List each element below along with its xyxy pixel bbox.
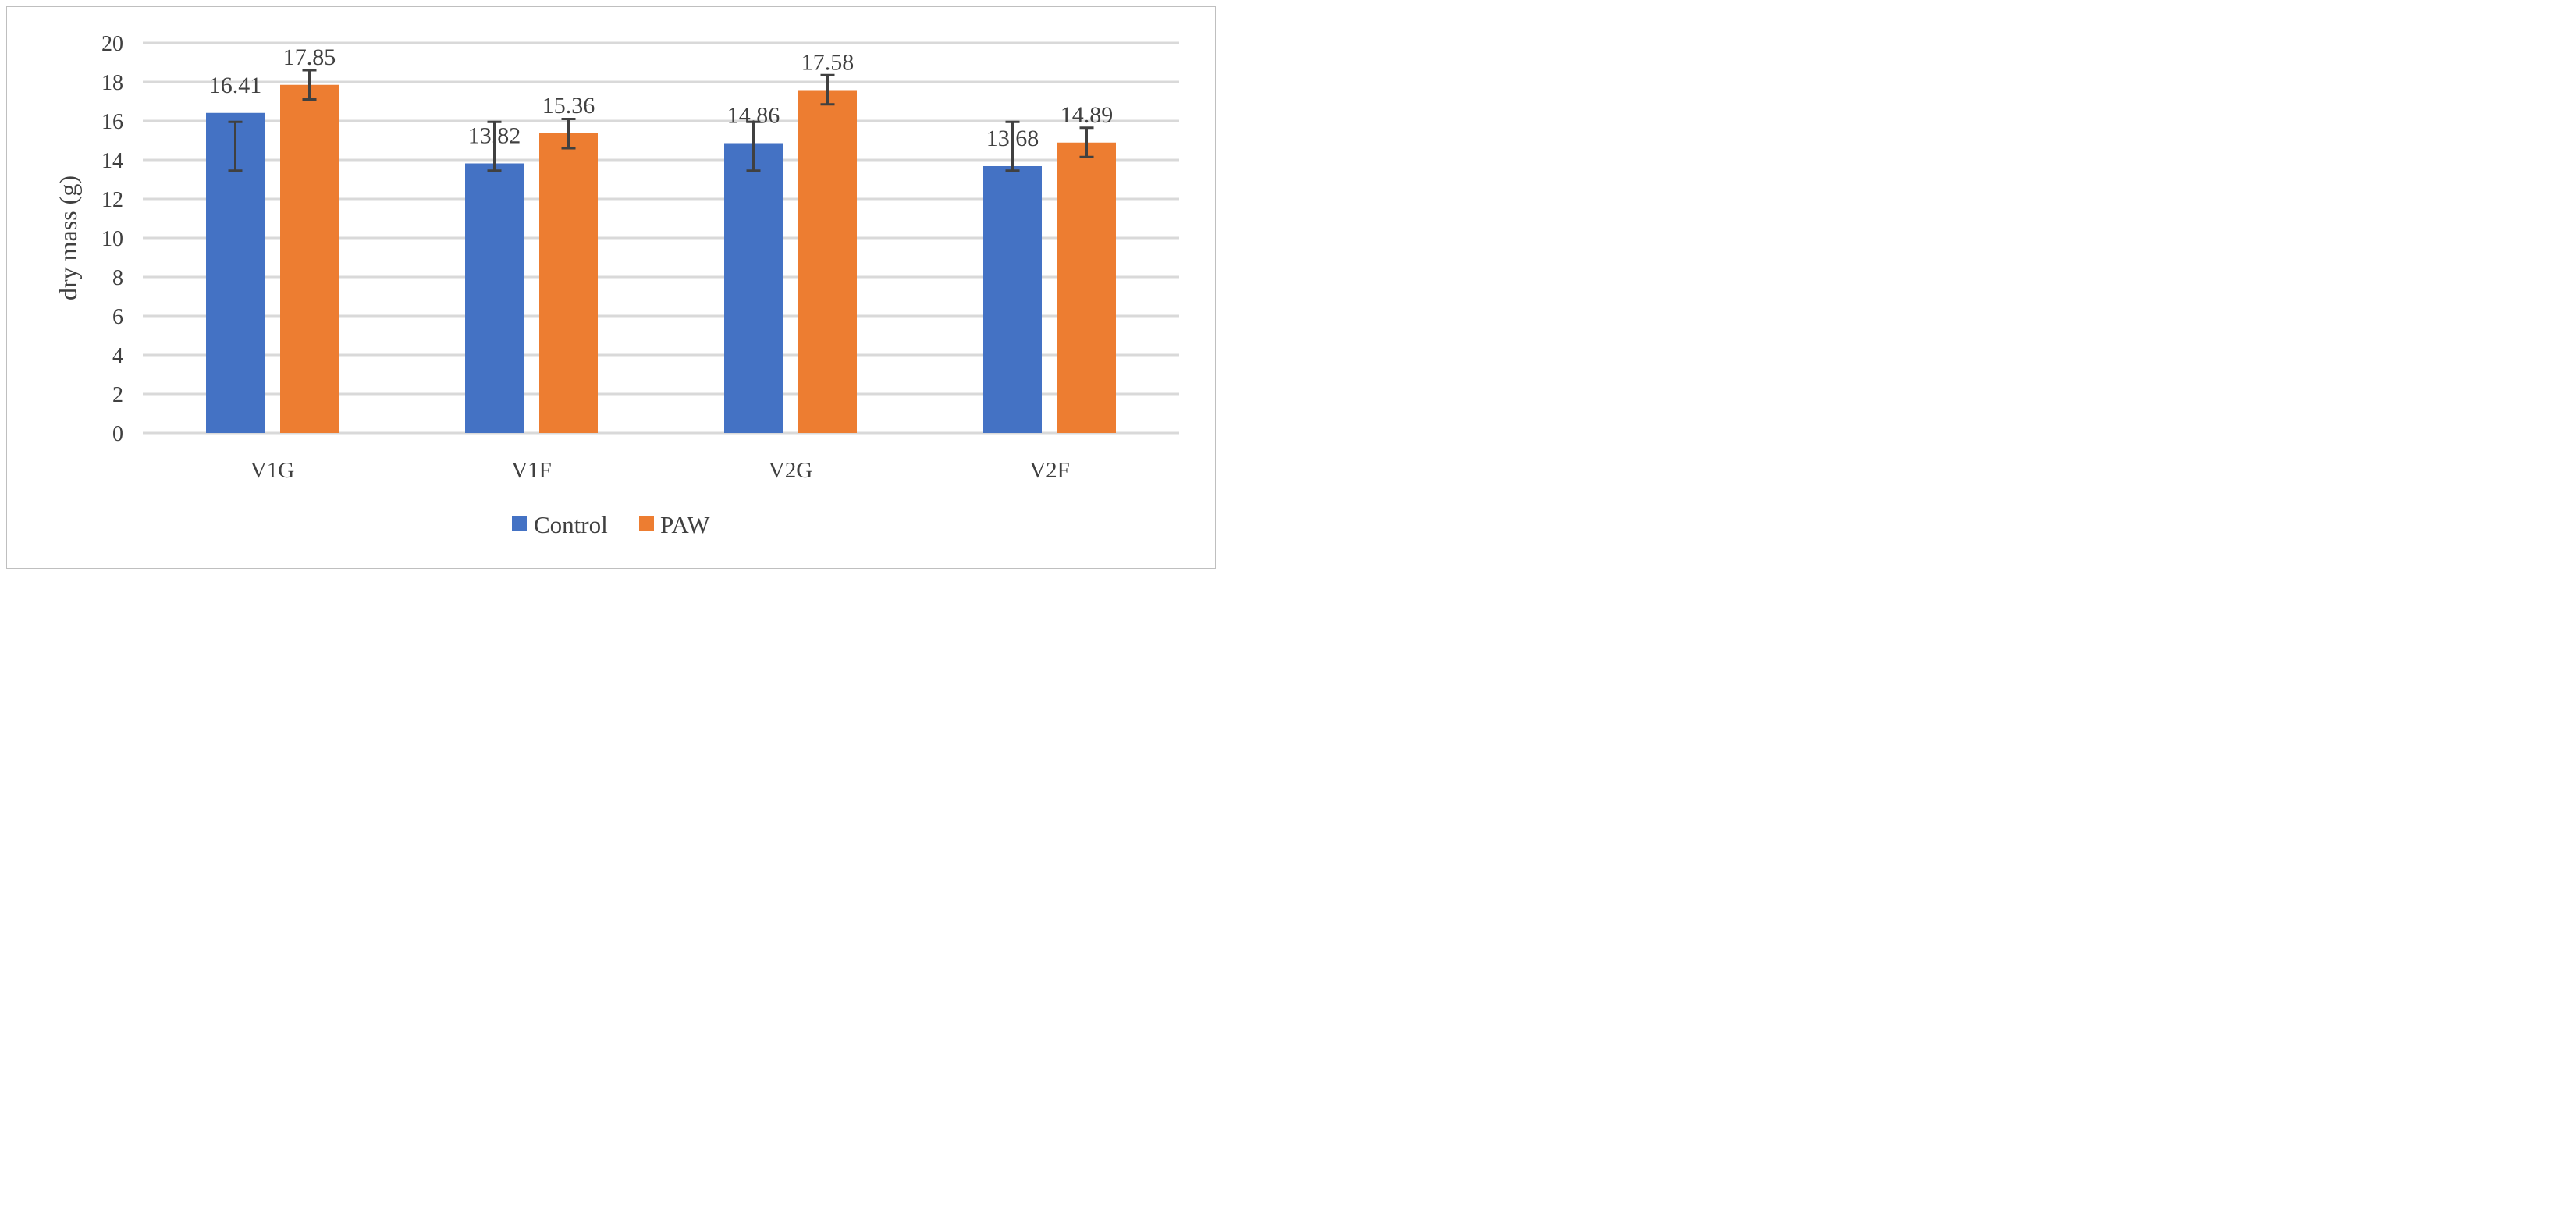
x-tick-label: V1G [250, 458, 294, 483]
x-tick-label: V2F [1029, 458, 1070, 483]
y-tick-label: 20 [101, 32, 123, 56]
legend-item-paw: PAW [639, 511, 710, 538]
error-bar [302, 69, 317, 101]
legend-item-control: Control [512, 511, 608, 538]
legend-label: Control [534, 511, 608, 538]
bar-control-v2g [724, 143, 783, 433]
y-tick-label: 16 [101, 110, 123, 134]
x-axis-categories: V1G V1F V2G V2F [250, 458, 1070, 483]
legend-swatch [639, 516, 654, 531]
error-bar [1079, 126, 1094, 158]
legend: Control PAW [512, 511, 710, 538]
legend-swatch [512, 516, 527, 531]
bar-control-v2f [983, 166, 1042, 433]
y-tick-label: 2 [112, 383, 123, 407]
error-bars [228, 69, 1094, 172]
error-bar [820, 73, 835, 106]
x-tick-label: V2G [769, 458, 812, 483]
y-tick-label: 0 [112, 422, 123, 446]
y-axis-ticks: 0 2 4 6 8 10 12 14 16 18 20 [101, 32, 123, 446]
data-label: 13.68 [986, 126, 1039, 151]
y-tick-label: 10 [101, 227, 123, 251]
y-tick-label: 8 [112, 266, 123, 290]
data-label: 14.89 [1061, 102, 1114, 128]
bars [206, 84, 1116, 433]
bar-paw-v2g [798, 90, 857, 433]
y-tick-label: 18 [101, 71, 123, 95]
error-bar [487, 120, 502, 172]
error-bar [561, 118, 576, 150]
y-tick-label: 14 [101, 149, 123, 173]
data-label: 14.86 [727, 103, 780, 129]
y-tick-label: 4 [112, 344, 123, 368]
error-bar [1005, 120, 1020, 172]
bar-paw-v1g [280, 84, 339, 433]
data-label: 13.82 [468, 123, 521, 149]
y-tick-label: 6 [112, 305, 123, 329]
y-tick-label: 12 [101, 188, 123, 212]
data-labels: 16.41 17.85 13.82 15.36 14.86 17.58 13.68 14.89 [209, 44, 1114, 151]
error-bar [228, 120, 243, 172]
bar-paw-v1f [539, 133, 598, 433]
error-bar [746, 120, 761, 172]
x-tick-label: V1F [511, 458, 552, 483]
legend-label: PAW [660, 511, 710, 538]
data-label: 15.36 [542, 93, 595, 119]
y-axis-label: dry mass (g) [54, 176, 82, 300]
data-label: 16.41 [209, 73, 262, 98]
bar-control-v1f [465, 163, 524, 433]
data-label: 17.58 [801, 50, 855, 76]
bar-paw-v2f [1057, 142, 1116, 433]
bar-chart: 0 2 4 6 8 10 12 14 16 18 20 16.41 17.85 13.82 15.36 14… [54, 32, 1179, 538]
data-label: 17.85 [283, 44, 336, 70]
